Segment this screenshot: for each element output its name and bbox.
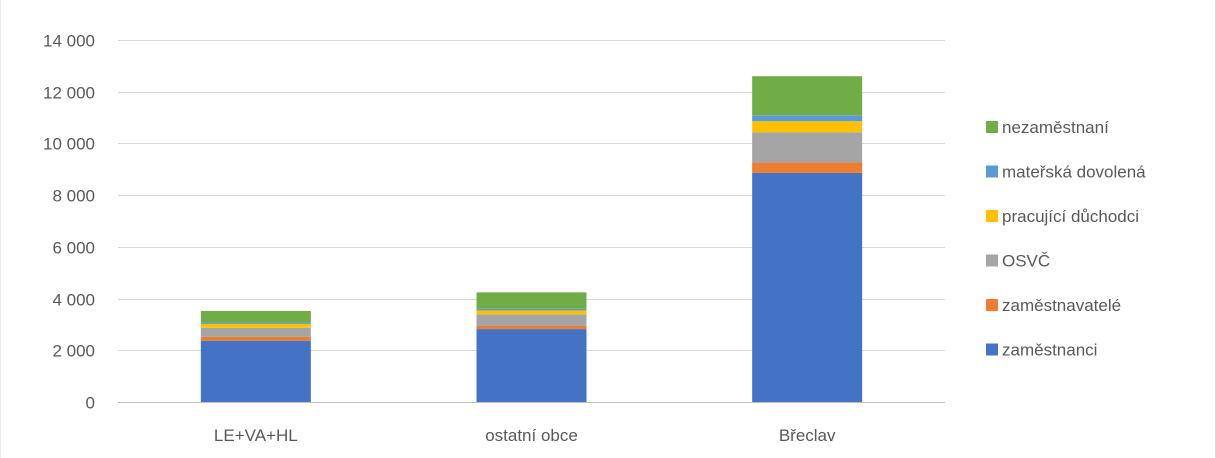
- legend-swatch: [986, 254, 998, 267]
- bar-segment: [476, 314, 587, 326]
- legend-label: pracující důchodci: [1002, 207, 1139, 226]
- bar-segment: [752, 172, 863, 402]
- y-tick-label: 8 000: [52, 187, 95, 206]
- bar-segment: [200, 310, 311, 323]
- bar-segment: [476, 310, 587, 315]
- legend-label: mateřská dovolená: [1002, 163, 1146, 182]
- bar-segment: [200, 340, 311, 402]
- bar-segment: [200, 336, 311, 341]
- legend-label: nezaměstnaní: [1002, 118, 1109, 137]
- x-tick-label: LE+VA+HL: [214, 426, 298, 445]
- bar-segment: [200, 327, 311, 337]
- bar-segment: [476, 308, 587, 311]
- bar-segment: [752, 121, 863, 133]
- y-tick-label: 4 000: [52, 291, 95, 310]
- bar-segment: [752, 162, 863, 173]
- y-tick-label: 14 000: [43, 32, 95, 51]
- legend-label: OSVČ: [1002, 252, 1050, 271]
- legend-swatch: [986, 299, 998, 311]
- legend-swatch: [986, 165, 998, 178]
- legend-swatch: [986, 343, 998, 356]
- bar-segment: [476, 292, 587, 309]
- bar-segment: [752, 132, 863, 163]
- bar-segment: [752, 115, 863, 122]
- y-tick-label: 2 000: [52, 342, 95, 361]
- legend-label: zaměstnanci: [1002, 341, 1097, 360]
- bar-segment: [476, 325, 587, 330]
- bar-segment: [476, 329, 587, 402]
- x-tick-label: ostatní obce: [485, 426, 578, 445]
- legend-swatch: [986, 210, 998, 222]
- legend-label: zaměstnavatelé: [1002, 296, 1121, 315]
- y-tick-label: 0: [86, 394, 95, 413]
- legend-swatch: [986, 121, 998, 133]
- bar-segment: [200, 323, 311, 328]
- y-tick-label: 10 000: [43, 135, 95, 154]
- bar-segment: [200, 322, 311, 324]
- bar-segment: [752, 76, 863, 116]
- y-tick-label: 6 000: [52, 239, 95, 258]
- y-tick-label: 12 000: [43, 84, 95, 103]
- x-tick-label: Břeclav: [779, 426, 836, 445]
